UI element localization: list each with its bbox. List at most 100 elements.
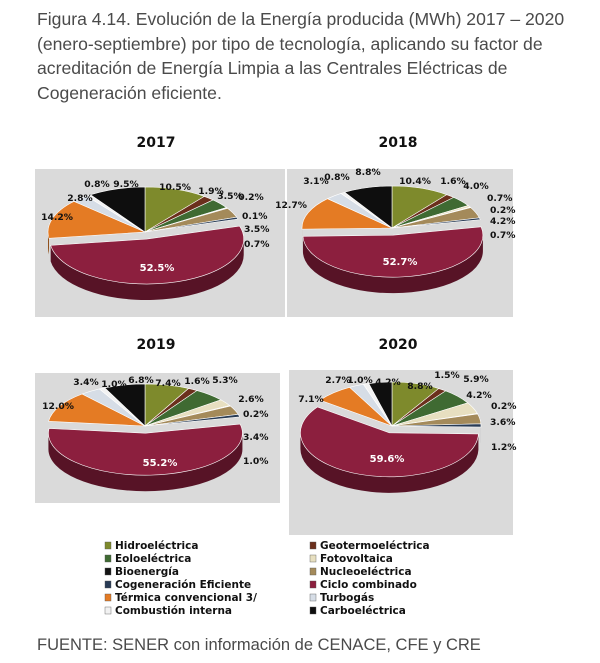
chart-title: 2020 xyxy=(379,337,418,353)
slice-carboelectrica xyxy=(104,383,146,427)
legend-item-bioenergia: Bioenergía xyxy=(104,566,179,578)
legend-swatch xyxy=(104,606,112,615)
legend-label: Ciclo combinado xyxy=(320,579,417,591)
slice-ciclo-combinado xyxy=(50,225,244,285)
data-label-nucleoelectrica: 3.6% xyxy=(490,417,515,428)
slice-carboelectrica xyxy=(89,186,146,233)
slice-ciclo-combinado xyxy=(302,226,484,278)
data-label-carboelectrica: 6.8% xyxy=(128,375,153,386)
legend-swatch xyxy=(104,554,112,563)
legend-swatch xyxy=(309,606,317,615)
legend-swatch xyxy=(309,541,317,550)
data-label-ciclo-combinado: 52.7% xyxy=(383,257,418,268)
data-label-nucleoelectrica: 4.2% xyxy=(490,216,515,227)
slice-termica-convencional-3 xyxy=(48,393,146,427)
legend-swatch xyxy=(309,554,317,563)
data-label-ciclo-combinado: 59.6% xyxy=(370,454,405,465)
legend-item-ciclo-combinado: Ciclo combinado xyxy=(309,579,417,591)
data-label-carboelectrica: 9.5% xyxy=(113,179,138,190)
legend-swatch xyxy=(309,593,317,602)
data-label-combustion-interna: 0.8% xyxy=(324,172,349,183)
data-label-geotermoelectrica: 1.6% xyxy=(440,176,465,187)
data-label-cogeneracion-eficiente: 0.7% xyxy=(490,230,515,241)
slice-side-ciclo-combinado xyxy=(48,433,243,492)
legend-item-cogeneracion-eficiente: Cogeneración Eficiente xyxy=(104,579,251,591)
slice-side-ciclo-combinado xyxy=(50,239,244,301)
legend-item-carboelectrica: Carboeléctrica xyxy=(309,605,406,617)
data-label-combustion-interna: 1.0% xyxy=(347,375,372,386)
data-label-eoloelectrica: 4.0% xyxy=(463,181,488,192)
legend-item-geotermoelectrica: Geotermoeléctrica xyxy=(309,540,430,552)
figure-caption: Figura 4.14. Evolución de la Energía pro… xyxy=(37,9,565,103)
slice-cogeneracion-eficiente xyxy=(391,217,481,229)
pie-depth xyxy=(300,426,481,493)
legend-swatch xyxy=(104,541,112,550)
legend-item-combustion-interna: Combustión interna xyxy=(104,605,232,617)
data-label-termica-convencional-3: 14.2% xyxy=(41,212,73,223)
pie-depth xyxy=(48,433,243,492)
data-label-fotovoltaica: 2.6% xyxy=(238,394,263,405)
data-label-hidroelectrica: 7.4% xyxy=(155,378,180,389)
legend-swatch xyxy=(309,580,317,589)
data-label-bioenergia: 0.2% xyxy=(490,205,515,216)
source-note: FUENTE: SENER con información de CENACE,… xyxy=(37,636,481,654)
data-label-termica-convencional-3: 7.1% xyxy=(298,394,323,405)
legend-label: Térmica convencional 3/ xyxy=(115,592,257,604)
data-label-nucleoelectrica: 3.4% xyxy=(243,432,268,443)
legend-label: Turbogás xyxy=(320,592,374,604)
data-label-hidroelectrica: 8.8% xyxy=(407,381,432,392)
data-label-eoloelectrica: 5.9% xyxy=(463,374,488,385)
data-label-bioenergia: 0.1% xyxy=(242,211,267,222)
legend-item-nucleoelectrica: Nucleoeléctrica xyxy=(309,566,412,578)
legend-swatch xyxy=(104,593,112,602)
legend-label: Combustión interna xyxy=(115,605,232,617)
slice-cogeneracion-eficiente xyxy=(391,423,482,428)
legend-item-hidroelectrica: Hidroeléctrica xyxy=(104,540,198,552)
data-label-cogeneracion-eficiente: 1.0% xyxy=(243,456,268,467)
data-label-turbogas: 2.8% xyxy=(67,193,92,204)
data-label-geotermoelectrica: 1.6% xyxy=(184,376,209,387)
data-label-eoloelectrica: 5.3% xyxy=(212,375,237,386)
data-label-combustion-interna: 1.0% xyxy=(101,379,126,390)
data-label-termica-convencional-3: 12.7% xyxy=(275,200,307,211)
data-label-combustion-interna: 0.8% xyxy=(84,179,109,190)
chart-title: 2017 xyxy=(137,135,176,151)
data-label-fotovoltaica: 4.2% xyxy=(466,390,491,401)
legend-swatch xyxy=(104,580,112,589)
legend-item-fotovoltaica: Fotovoltaica xyxy=(309,553,393,565)
legend-label: Hidroeléctrica xyxy=(115,540,198,552)
data-label-carboelectrica: 8.8% xyxy=(355,167,380,178)
legend-label: Eoloeléctrica xyxy=(115,553,191,565)
data-label-bioenergia: 0.2% xyxy=(243,409,268,420)
slice-cogeneracion-eficiente xyxy=(144,414,241,427)
slice-termica-convencional-3 xyxy=(301,198,393,230)
data-label-nucleoelectrica: 3.5% xyxy=(244,224,269,235)
legend-swatch xyxy=(309,567,317,576)
data-label-geotermoelectrica: 1.5% xyxy=(434,370,459,381)
data-label-eoloelectrica: 3.5% xyxy=(217,191,242,202)
data-label-carboelectrica: 4.2% xyxy=(375,377,400,388)
slice-side-ciclo-combinado xyxy=(300,432,479,493)
data-label-fotovoltaica: 0.7% xyxy=(487,193,512,204)
pie-depth xyxy=(302,228,483,294)
chart-title: 2018 xyxy=(379,135,418,151)
pie-chart-2019: 2019 7.4% 1.6% 5.3%2.6% 0.2% 3.4% 1.0% 55.2% 12.… xyxy=(35,337,280,503)
legend-label: Fotovoltaica xyxy=(320,553,393,565)
legend-item-eoloelectrica: Eoloeléctrica xyxy=(104,553,191,565)
slice-ciclo-combinado xyxy=(300,406,479,478)
data-label-termica-convencional-3: 12.0% xyxy=(42,401,74,412)
legend: Hidroeléctrica Geotermoeléctrica Eoloeléct… xyxy=(104,540,430,617)
slice-termica-convencional-3 xyxy=(47,201,146,239)
legend-swatch xyxy=(104,567,112,576)
data-label-turbogas: 2.7% xyxy=(325,375,350,386)
data-label-bioenergia: 0.2% xyxy=(491,401,516,412)
chart-title: 2019 xyxy=(137,337,176,353)
legend-label: Carboeléctrica xyxy=(320,605,406,617)
data-label-cogeneracion-eficiente: 1.2% xyxy=(491,442,516,453)
data-label-ciclo-combinado: 55.2% xyxy=(143,458,178,469)
data-label-hidroelectrica: 10.5% xyxy=(159,182,191,193)
slice-carboelectrica xyxy=(368,381,393,427)
